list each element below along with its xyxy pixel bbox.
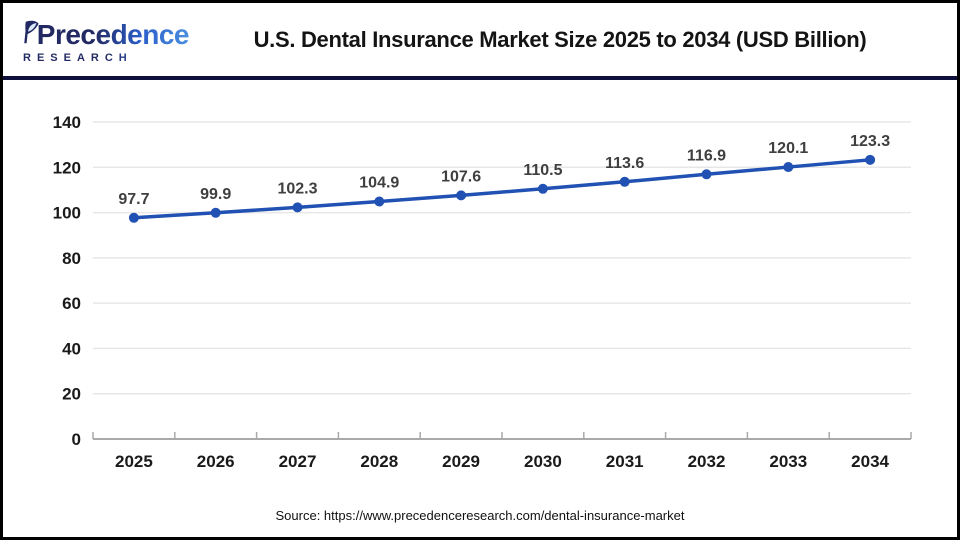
data-point-label: 120.1 [768,140,808,157]
precedence-research-logo: Precedence RESEARCH [21,15,190,65]
data-point-marker [374,196,385,207]
y-axis-tick-label: 80 [62,249,81,268]
y-axis-tick-label: 140 [53,113,81,132]
x-axis-tick-label: 2032 [688,452,726,471]
data-point-label: 104.9 [359,174,399,191]
y-axis-tick-label: 0 [72,430,81,449]
y-axis-tick-label: 20 [62,385,81,404]
y-axis-tick-label: 120 [53,158,81,177]
logo-wordmark: Precedence [21,15,190,50]
chart-region: 0 20 40 60 80 100 120 140 2025 2026 2027 2028 2029 20… [3,80,957,533]
data-point-label: 110.5 [523,162,562,179]
data-point-marker [701,169,712,180]
data-point-marker [456,190,467,201]
brand-subtitle: RESEARCH [21,52,189,64]
data-point-marker [128,212,139,223]
data-point-marker [783,162,794,173]
chart-title: U.S. Dental Insurance Market Size 2025 t… [253,26,867,52]
trend-line [132,158,872,220]
x-axis-tick-label: 2029 [442,452,480,471]
data-point-label: 107.6 [441,168,481,185]
market-size-line-chart: 0 20 40 60 80 100 120 140 2025 2026 2027 2028 2029 20… [53,113,912,471]
header: Precedence RESEARCH U.S. Dental Insuranc… [3,3,957,80]
data-point-marker [537,183,548,194]
data-point-marker [210,207,221,218]
brand-name: Precedence [36,19,190,50]
x-axis-tick-label: 2026 [197,452,235,471]
data-point-marker [619,176,630,187]
y-axis-tick-label: 60 [62,294,81,313]
data-point-label: 113.6 [605,155,644,172]
data-point-label: 116.9 [687,147,726,164]
data-point-label: 99.9 [200,186,231,203]
data-point-marker [865,154,876,165]
x-axis-tick-label: 2025 [115,452,153,471]
data-point-marker [292,202,303,213]
x-axis-tick-label: 2031 [606,452,644,471]
data-point-label: 123.3 [850,133,890,150]
y-axis-tick-label: 40 [62,339,81,358]
y-axis-tick-label: 100 [53,204,81,223]
x-axis-tick-label: 2034 [851,452,889,471]
leaf-p-icon [24,20,39,44]
x-axis-tick-label: 2030 [524,452,562,471]
x-axis-tick-label: 2028 [360,452,398,471]
source-citation: Source: https://www.precedenceresearch.c… [275,508,685,523]
x-axis-tick-label: 2027 [279,452,317,471]
data-point-label: 97.7 [118,191,149,208]
x-axis-tick-label: 2033 [769,452,807,471]
data-point-label: 102.3 [277,180,317,197]
